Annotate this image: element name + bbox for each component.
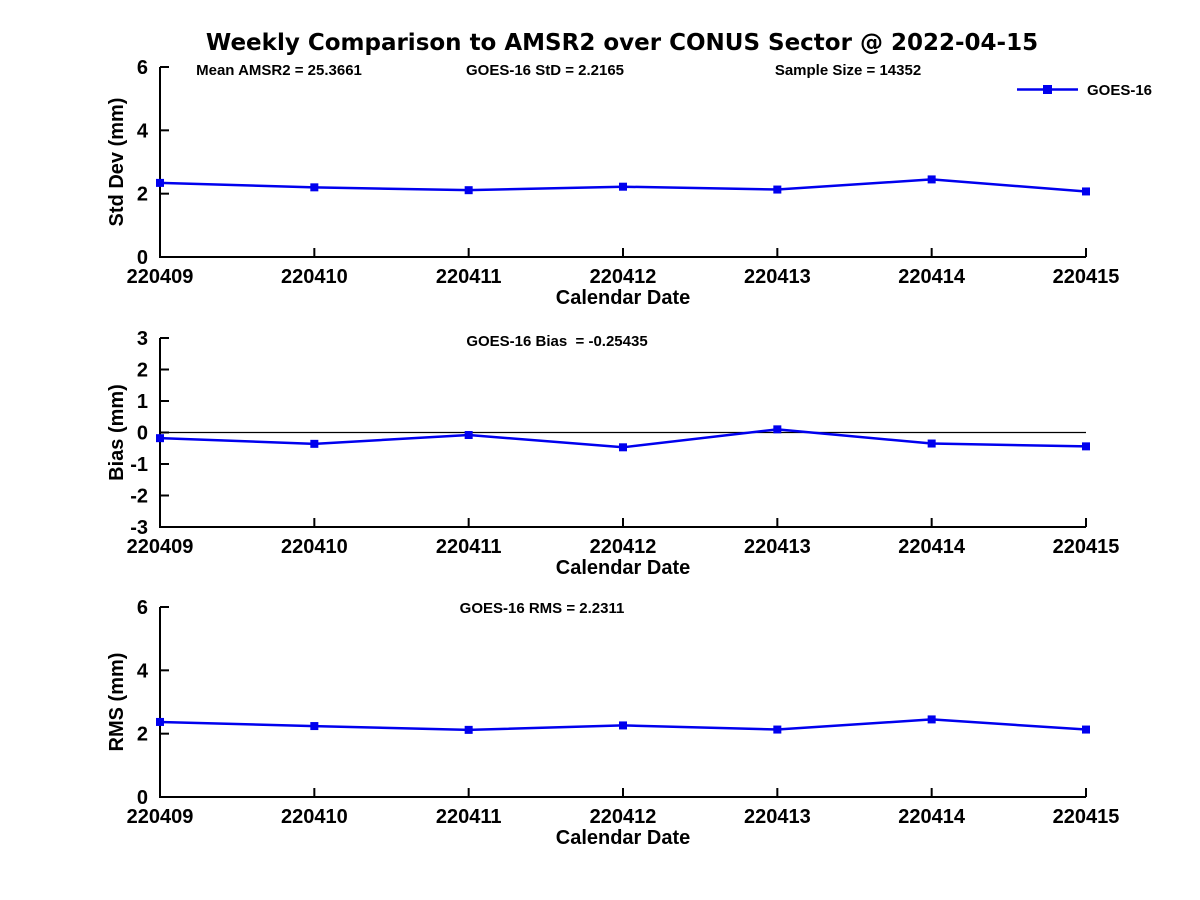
- data-point-marker: [156, 178, 164, 187]
- y-tick-label: -3: [130, 517, 148, 539]
- data-point-marker: [927, 715, 936, 724]
- data-point-marker: [1082, 725, 1090, 734]
- y-axis-label: Bias (mm): [106, 384, 128, 481]
- x-tick-label: 220412: [590, 266, 657, 288]
- data-point-marker: [927, 175, 936, 184]
- x-tick-label: 220415: [1053, 266, 1120, 288]
- annotation: GOES-16 Bias = -0.25435: [466, 333, 647, 350]
- legend: GOES-16: [1017, 82, 1152, 99]
- data-point-marker: [1082, 187, 1090, 196]
- data-point-marker: [773, 725, 782, 734]
- data-point-marker: [619, 182, 627, 191]
- x-tick-label: 220411: [436, 536, 502, 558]
- data-point-marker: [156, 717, 164, 726]
- data-point-marker: [773, 425, 782, 434]
- subplot-std-dev: 0 2 4 6 220409 220410 220411 220412 220413 220414…: [106, 57, 1119, 309]
- annotation: GOES-16 RMS = 2.2311: [460, 600, 625, 617]
- y-tick-label: 1: [137, 391, 148, 413]
- x-tick-label: 220415: [1053, 536, 1120, 558]
- x-axis-label: Calendar Date: [556, 287, 691, 309]
- subplot-bias: -3 -2 -1 0 1 2 3 220409 220410 220411 220412 220413…: [106, 328, 1119, 579]
- x-tick-label: 220412: [590, 806, 657, 828]
- y-axis-label: Std Dev (mm): [106, 98, 128, 227]
- subplot-rms: 0 2 4 6 220409 220410 220411 220412 220413 220414…: [106, 597, 1119, 849]
- x-tick-label: 220411: [436, 266, 502, 288]
- x-tick-label: 220413: [744, 266, 811, 288]
- annotation: Sample Size = 14352: [775, 62, 921, 79]
- y-tick-label: 2: [137, 184, 148, 206]
- y-tick-label: 2: [137, 360, 148, 382]
- data-point-marker: [310, 183, 319, 192]
- data-point-marker: [773, 185, 782, 194]
- x-tick-label: 220415: [1053, 806, 1120, 828]
- x-tick-label: 220414: [898, 266, 966, 288]
- y-tick-label: -2: [130, 486, 148, 508]
- x-tick-label: 220412: [590, 536, 657, 558]
- data-point-marker: [619, 721, 627, 730]
- y-tick-label: 4: [137, 120, 149, 142]
- data-point-marker: [927, 439, 936, 448]
- x-tick-label: 220410: [281, 266, 348, 288]
- annotation: GOES-16 StD = 2.2165: [466, 62, 624, 79]
- y-tick-label: 0: [137, 423, 148, 445]
- x-tick-label: 220409: [127, 806, 194, 828]
- x-tick-label: 220414: [898, 536, 966, 558]
- y-tick-label: 0: [137, 247, 148, 269]
- x-tick-label: 220413: [744, 806, 811, 828]
- data-point-marker: [619, 443, 627, 452]
- chart-title: Weekly Comparison to AMSR2 over CONUS Se…: [205, 30, 1039, 56]
- x-tick-label: 220410: [281, 806, 348, 828]
- data-point-marker: [464, 431, 473, 440]
- x-tick-label: 220409: [127, 266, 194, 288]
- y-tick-label: 4: [137, 660, 149, 682]
- annotation: Mean AMSR2 = 25.3661: [196, 62, 362, 79]
- x-tick-label: 220409: [127, 536, 194, 558]
- y-tick-label: 6: [137, 57, 148, 79]
- y-tick-label: -1: [130, 454, 148, 476]
- y-axis-label: RMS (mm): [106, 653, 128, 752]
- y-tick-label: 2: [137, 724, 148, 746]
- data-point-marker: [310, 722, 319, 731]
- data-point-marker: [310, 439, 319, 448]
- y-tick-label: 3: [137, 328, 148, 350]
- data-point-marker: [464, 725, 473, 734]
- data-point-marker: [156, 434, 164, 443]
- x-axis-label: Calendar Date: [556, 557, 691, 579]
- x-tick-label: 220411: [436, 806, 502, 828]
- data-point-marker: [1082, 442, 1090, 451]
- legend-label: GOES-16: [1087, 82, 1152, 99]
- x-tick-label: 220410: [281, 536, 348, 558]
- data-point-marker: [464, 186, 473, 195]
- y-tick-label: 0: [137, 787, 148, 809]
- x-tick-label: 220414: [898, 806, 966, 828]
- legend-marker: [1043, 85, 1052, 94]
- y-tick-label: 6: [137, 597, 148, 619]
- x-tick-label: 220413: [744, 536, 811, 558]
- x-axis-label: Calendar Date: [556, 827, 691, 849]
